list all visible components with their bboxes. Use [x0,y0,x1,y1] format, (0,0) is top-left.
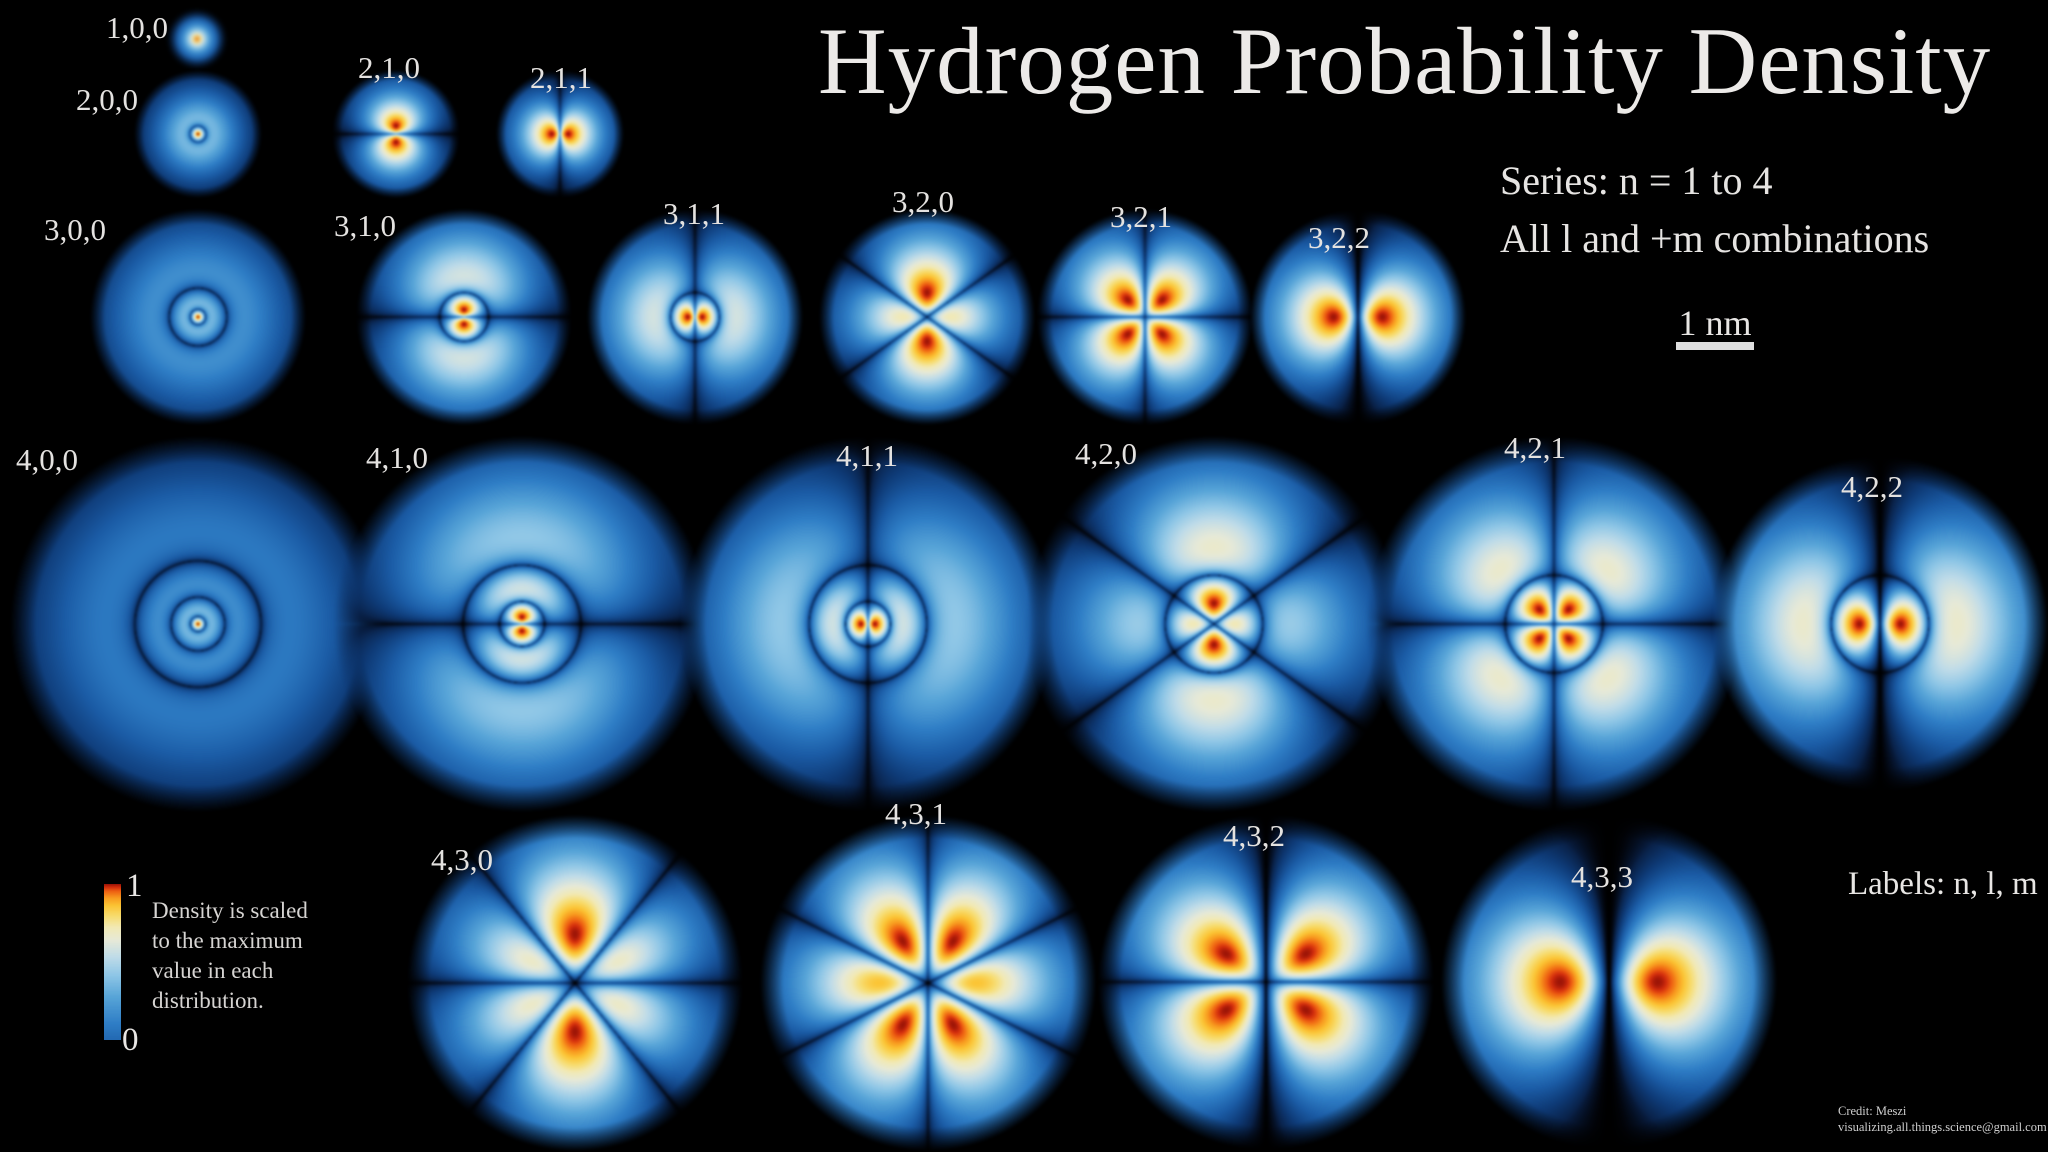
orbital-label-2-1-0: 2,1,0 [358,50,420,85]
orbital-plot-4-1-1 [680,436,1056,812]
orbital-label-4-0-0: 4,0,0 [16,442,78,477]
orbital-plot-4-3-0 [407,815,743,1151]
orbital-label-2-1-1: 2,1,1 [530,60,592,95]
orbital-plot-4-3-2 [1098,814,1434,1150]
credit-line-1: Credit: Meszi [1838,1104,1907,1118]
orbital-plot-2-1-1 [496,70,624,198]
orbital-plot-4-2-2 [1712,456,2048,792]
series-line-2: All l and +m combinations [1500,216,1930,261]
credit-note: Credit: Meszi visualizing.all.things.sci… [1838,1104,2047,1135]
labels-note: Labels: n, l, m [1848,866,2038,902]
orbital-label-3-2-1: 3,2,1 [1110,199,1172,234]
orbital-plot-3-1-0 [356,209,572,425]
credit-line-2: visualizing.all.things.science@gmail.com [1838,1119,2047,1134]
orbital-label-3-2-2: 3,2,2 [1308,220,1370,255]
orbital-plot-3-2-1 [1037,209,1253,425]
orbital-plot-4-1-0 [334,436,710,812]
orbital-label-4-2-2: 4,2,2 [1841,469,1903,504]
orbital-plot-3-1-1 [587,209,803,425]
orbital-label-4-2-0: 4,2,0 [1075,436,1137,471]
orbital-plot-4-3-1 [760,815,1096,1151]
colorbar-min-label: 0 [122,1022,139,1058]
orbital-plot-4-2-1 [1366,436,1742,812]
orbital-label-4-1-1: 4,1,1 [836,438,898,473]
colorbar-caption: Density is scaled to the maximum value i… [152,898,308,1013]
orbital-plot-2-1-0 [332,70,460,198]
orbital-label-4-2-1: 4,2,1 [1504,430,1566,465]
scalebar [1676,342,1754,350]
orbital-plot-3-2-2 [1250,209,1466,425]
orbital-label-4-3-3: 4,3,3 [1571,859,1633,894]
colorbar-max-label: 1 [126,868,143,904]
orbital-label-3-1-0: 3,1,0 [334,208,396,243]
scalebar-label: 1 nm [1678,303,1752,343]
orbital-plot-1-0-0 [167,9,227,69]
orbital-plot-3-0-0 [90,209,306,425]
orbital-plot-4-3-3 [1441,814,1777,1150]
orbital-label-3-0-0: 3,0,0 [44,212,106,247]
series-note: Series: n = 1 to 4 All l and +m combinat… [1500,152,1929,268]
series-line-1: Series: n = 1 to 4 [1500,158,1773,203]
orbital-label-4-3-0: 4,3,0 [431,842,493,877]
orbital-plot-4-2-0 [1026,436,1402,812]
colorbar [104,884,121,1040]
orbital-plot-4-0-0 [10,436,386,812]
orbital-plot-3-2-0 [819,209,1035,425]
orbital-label-4-3-2: 4,3,2 [1223,818,1285,853]
orbital-plot-2-0-0 [134,70,262,198]
orbital-label-4-3-1: 4,3,1 [885,796,947,831]
orbital-label-3-2-0: 3,2,0 [892,184,954,219]
orbital-label-1-0-0: 1,0,0 [106,10,168,45]
page-title: Hydrogen Probability Density [818,8,1992,114]
orbital-label-2-0-0: 2,0,0 [76,82,138,117]
orbital-label-3-1-1: 3,1,1 [663,196,725,231]
orbital-label-4-1-0: 4,1,0 [366,440,428,475]
